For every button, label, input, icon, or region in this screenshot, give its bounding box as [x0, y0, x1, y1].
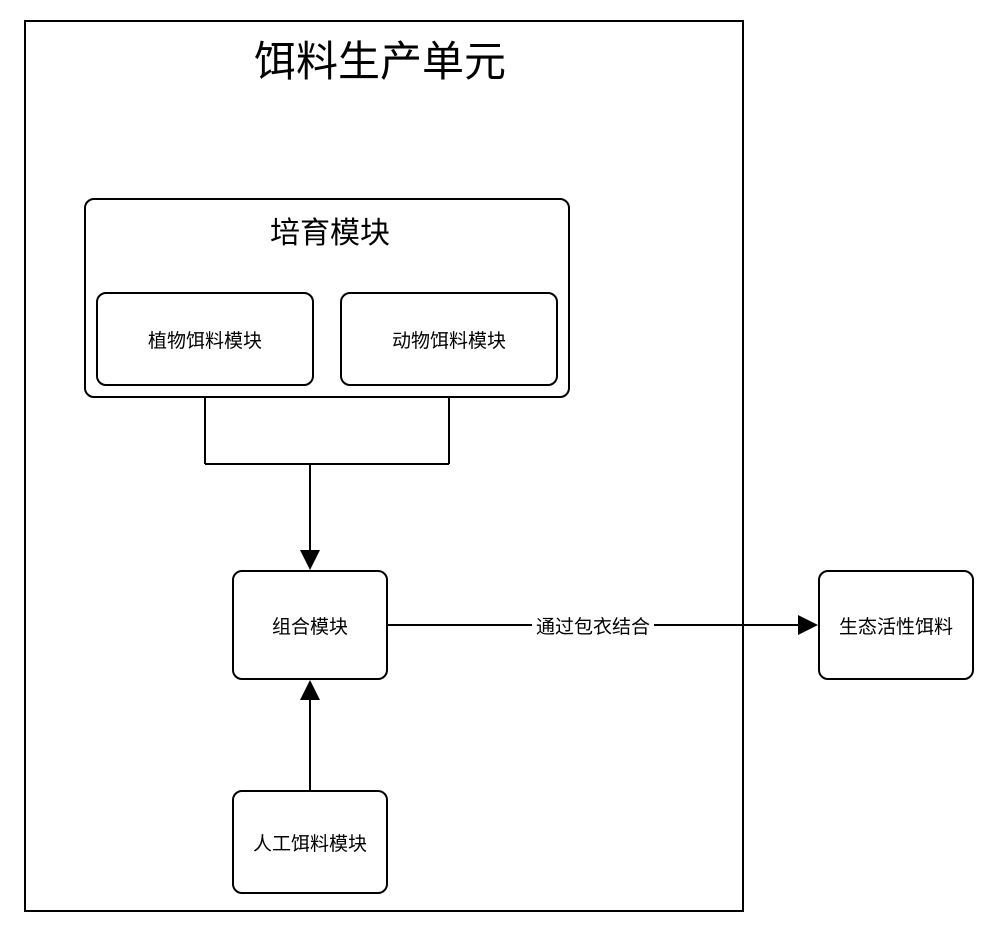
plant-feed-module: 植物饵料模块: [96, 292, 314, 386]
plant-feed-label: 植物饵料模块: [148, 326, 262, 353]
unit-title: 饵料生产单元: [190, 28, 570, 89]
artificial-feed-module: 人工饵料模块: [232, 790, 388, 894]
combine-label: 组合模块: [272, 612, 348, 639]
combine-module: 组合模块: [232, 570, 388, 680]
animal-feed-label: 动物饵料模块: [392, 326, 506, 353]
eco-active-feed-label: 生态活性饵料: [839, 612, 953, 639]
edge-label-coating: 通过包衣结合: [532, 612, 654, 639]
animal-feed-module: 动物饵料模块: [340, 292, 558, 386]
artificial-feed-label: 人工饵料模块: [253, 829, 367, 856]
feed-production-unit: [24, 20, 744, 912]
eco-active-feed: 生态活性饵料: [818, 570, 974, 680]
cultivation-title: 培育模块: [250, 208, 410, 252]
